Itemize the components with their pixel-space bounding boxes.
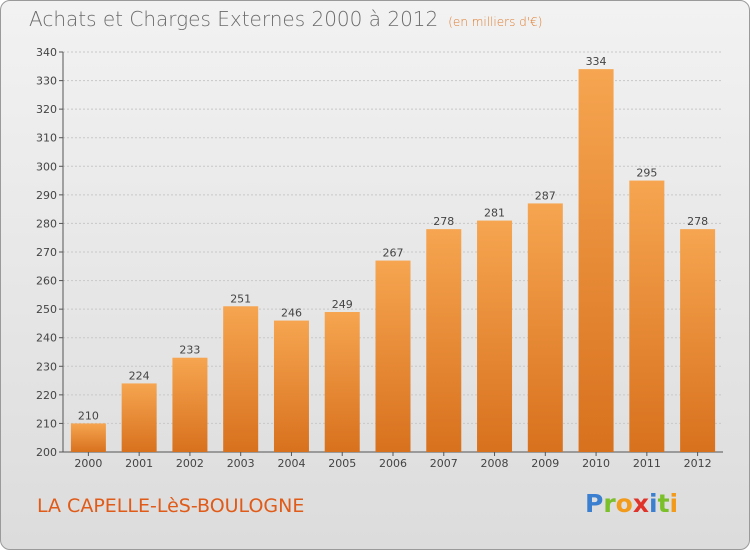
bar-2005 [324,312,360,452]
x-tick-label: 2003 [227,457,255,470]
bar-2010 [578,69,614,453]
chart-title: Achats et Charges Externes 2000 à 2012 (e… [29,7,542,31]
chart-title-text: Achats et Charges Externes 2000 à 2012 [29,7,439,31]
x-tick-label: 2002 [176,457,204,470]
x-tick-label: 2001 [125,457,153,470]
x-tick-label: 2009 [531,457,559,470]
y-tick-label: 210 [36,417,57,430]
data-label: 334 [586,55,607,68]
data-label: 249 [332,298,353,311]
chart-unit-label: (en milliers d'€) [448,15,543,29]
data-label: 224 [129,369,150,382]
y-tick-label: 300 [36,160,57,173]
x-tick-label: 2008 [481,457,509,470]
data-label: 251 [230,292,251,305]
axes: 200 210 220 230 240 250 260 270 280 290 300 310 320 3… [36,46,723,459]
brand-letter: t [657,489,670,518]
y-tick-label: 320 [36,103,57,116]
y-tick-label: 230 [36,360,57,373]
y-tick-label: 260 [36,275,57,288]
brand-letter: x [632,489,649,518]
x-tick-label: 2006 [379,457,407,470]
labels: 2000 210 2001 224 2002 233 2003 251 2004 246 2005 2… [74,55,711,470]
x-tick-label: 2000 [74,457,102,470]
x-tick-label: 2011 [633,457,661,470]
data-label: 267 [383,247,404,260]
data-label: 278 [687,215,708,228]
y-tick-label: 290 [36,189,57,202]
bar-2002 [172,357,208,452]
bars [70,69,716,453]
x-tick-label: 2004 [277,457,305,470]
y-tick-label: 240 [36,332,57,345]
bar-2001 [121,383,157,452]
bar-2009 [527,203,563,452]
bar-2003 [223,306,259,452]
data-label: 210 [78,409,99,422]
data-label: 287 [535,189,556,202]
y-tick-label: 310 [36,132,57,145]
x-tick-label: 2012 [684,457,712,470]
brand-letter: P [585,489,604,518]
bar-2008 [477,220,513,452]
data-label: 246 [281,307,302,320]
bar-2006 [375,260,411,452]
y-tick-label: 200 [36,446,57,459]
x-tick-label: 2007 [430,457,458,470]
data-label: 233 [179,344,200,357]
data-label: 278 [433,215,454,228]
data-label: 281 [484,207,505,220]
bar-2012 [680,229,716,452]
y-tick-label: 340 [36,46,57,59]
brand-letter: i [649,489,658,518]
location-name: LA CAPELLE-LèS-BOULOGNE [37,495,305,517]
bar-2000 [70,423,106,452]
brand-letter: r [603,489,616,518]
brand-letter: i [669,489,679,518]
bar-2004 [273,320,309,452]
y-tick-label: 250 [36,303,57,316]
data-label: 295 [636,167,657,180]
bar-2011 [629,180,665,453]
x-tick-label: 2005 [328,457,356,470]
brand-logo: Proxiti [585,489,678,518]
y-tick-label: 270 [36,246,57,259]
y-tick-label: 220 [36,389,57,402]
bar-2007 [426,229,462,452]
x-tick-label: 2010 [582,457,610,470]
y-tick-label: 330 [36,75,57,88]
y-tick-label: 280 [36,217,57,230]
brand-letter: o [615,489,633,518]
